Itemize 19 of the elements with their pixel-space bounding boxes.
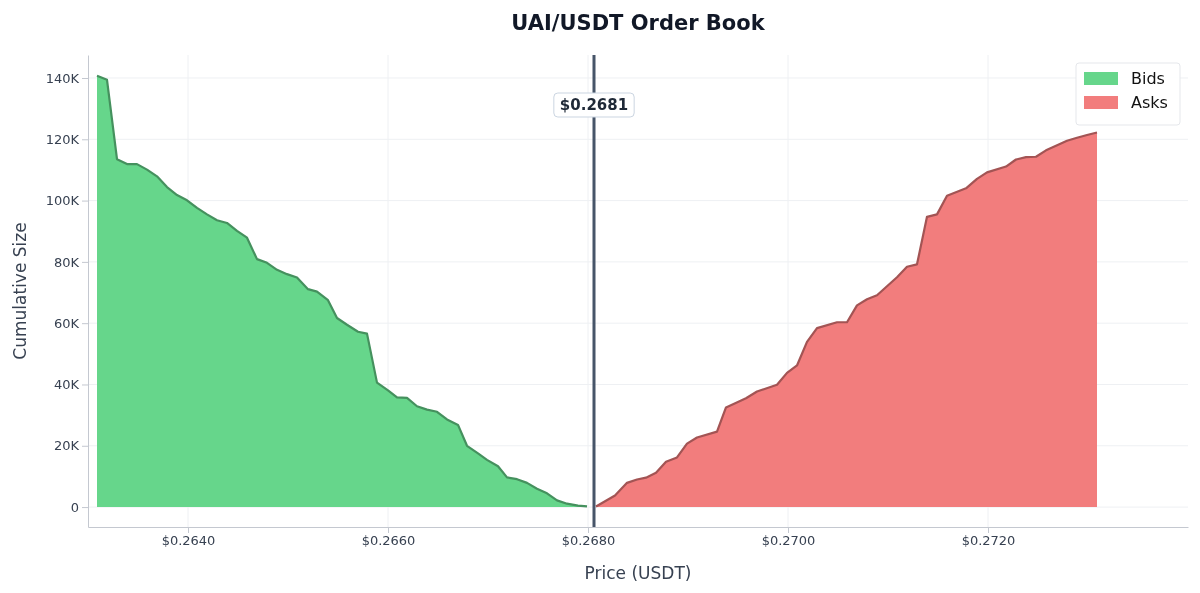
ref-line-label: $0.2681 <box>559 96 629 114</box>
y-tick-label: 100K <box>45 193 80 209</box>
legend-label: Bids <box>1131 69 1165 88</box>
y-tick-label: 40K <box>53 377 80 393</box>
x-tick-label: $0.2660 <box>361 533 416 549</box>
x-tick-label: $0.2640 <box>161 533 216 549</box>
y-tick-label: 140K <box>45 70 80 86</box>
x-tick-label: $0.2680 <box>561 533 616 549</box>
chart-title: UAI/USDT Order Book <box>511 11 766 35</box>
y-tick-label: 120K <box>45 131 80 147</box>
y-tick-label: 80K <box>53 254 80 270</box>
y-tick-label: 0 <box>70 499 79 515</box>
x-tick-label: $0.2720 <box>961 533 1016 549</box>
y-tick-label: 20K <box>53 438 80 454</box>
y-axis-title: Cumulative Size <box>10 222 30 360</box>
y-tick-label: 60K <box>53 315 80 331</box>
legend-label: Asks <box>1131 93 1168 112</box>
x-tick-label: $0.2700 <box>761 533 816 549</box>
x-axis-title: Price (USDT) <box>584 563 692 583</box>
